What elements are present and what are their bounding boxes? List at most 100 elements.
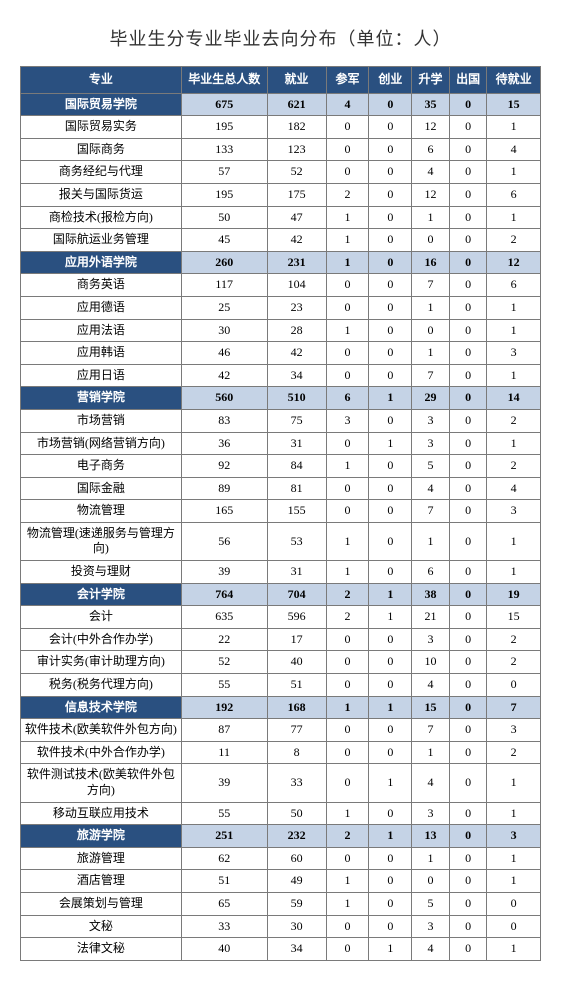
- table-cell: 1: [487, 938, 541, 961]
- table-cell: 0: [449, 741, 487, 764]
- table-cell: 1: [487, 802, 541, 825]
- table-cell: 0: [369, 719, 412, 742]
- table-cell: 物流管理: [21, 500, 182, 523]
- table-cell: 1: [487, 764, 541, 802]
- table-cell: 22: [181, 628, 267, 651]
- table-cell: 51: [181, 870, 267, 893]
- table-cell: 1: [412, 342, 450, 365]
- table-cell: 6: [412, 138, 450, 161]
- table-cell: 1: [326, 870, 369, 893]
- table-row: 应用德语252300101: [21, 296, 541, 319]
- table-cell: 89: [181, 477, 267, 500]
- table-row: 旅游学院251232211303: [21, 825, 541, 848]
- table-cell: 38: [412, 583, 450, 606]
- table-cell: 0: [449, 719, 487, 742]
- table-cell: 0: [369, 183, 412, 206]
- table-cell: 0: [369, 477, 412, 500]
- table-cell: 4: [487, 477, 541, 500]
- table-row: 投资与理财393110601: [21, 561, 541, 584]
- table-cell: 1: [412, 296, 450, 319]
- table-cell: 3: [326, 409, 369, 432]
- table-cell: 14: [487, 387, 541, 410]
- table-cell: 3: [487, 825, 541, 848]
- table-cell: 1: [369, 825, 412, 848]
- table-cell: 30: [267, 915, 326, 938]
- table-cell: 0: [449, 183, 487, 206]
- table-cell: 1: [326, 319, 369, 342]
- table-cell: 应用德语: [21, 296, 182, 319]
- table-cell: 49: [267, 870, 326, 893]
- table-cell: 国际金融: [21, 477, 182, 500]
- table-cell: 260: [181, 251, 267, 274]
- table-cell: 0: [449, 342, 487, 365]
- table-cell: 0: [326, 674, 369, 697]
- col-header-wait: 待就业: [487, 67, 541, 94]
- table-cell: 0: [369, 116, 412, 139]
- table-cell: 232: [267, 825, 326, 848]
- table-cell: 65: [181, 892, 267, 915]
- table-cell: 1: [326, 455, 369, 478]
- col-header-start: 创业: [369, 67, 412, 94]
- table-cell: 6: [412, 561, 450, 584]
- table-cell: 675: [181, 93, 267, 116]
- table-cell: 84: [267, 455, 326, 478]
- table-cell: 33: [267, 764, 326, 802]
- table-cell: 0: [326, 938, 369, 961]
- table-cell: 16: [412, 251, 450, 274]
- table-cell: 酒店管理: [21, 870, 182, 893]
- table-row: 会计学院7647042138019: [21, 583, 541, 606]
- table-row: 市场营销837530302: [21, 409, 541, 432]
- table-cell: 7: [412, 274, 450, 297]
- table-row: 移动互联应用技术555010301: [21, 802, 541, 825]
- table-cell: 1: [412, 847, 450, 870]
- table-cell: 0: [326, 651, 369, 674]
- table-cell: 0: [369, 802, 412, 825]
- table-cell: 56: [181, 522, 267, 560]
- table-cell: 1: [487, 522, 541, 560]
- table-cell: 34: [267, 938, 326, 961]
- table-cell: 123: [267, 138, 326, 161]
- table-cell: 0: [449, 500, 487, 523]
- table-cell: 0: [449, 583, 487, 606]
- table-cell: 0: [449, 892, 487, 915]
- table-cell: 59: [267, 892, 326, 915]
- table-cell: 3: [412, 915, 450, 938]
- table-cell: 1: [487, 116, 541, 139]
- table-cell: 移动互联应用技术: [21, 802, 182, 825]
- table-cell: 0: [326, 628, 369, 651]
- col-header-out: 出国: [449, 67, 487, 94]
- table-row: 国际贸易实务195182001201: [21, 116, 541, 139]
- table-cell: 12: [412, 183, 450, 206]
- table-cell: 0: [449, 296, 487, 319]
- table-cell: 0: [449, 93, 487, 116]
- table-cell: 560: [181, 387, 267, 410]
- table-cell: 0: [369, 206, 412, 229]
- col-header-army: 参军: [326, 67, 369, 94]
- table-cell: 1: [369, 696, 412, 719]
- table-row: 应用韩语464200103: [21, 342, 541, 365]
- table-cell: 2: [326, 183, 369, 206]
- table-cell: 1: [369, 764, 412, 802]
- table-cell: 51: [267, 674, 326, 697]
- table-cell: 621: [267, 93, 326, 116]
- table-cell: 法律文秘: [21, 938, 182, 961]
- table-cell: 0: [369, 229, 412, 252]
- table-cell: 40: [267, 651, 326, 674]
- table-cell: 50: [267, 802, 326, 825]
- table-cell: 15: [412, 696, 450, 719]
- table-cell: 55: [181, 802, 267, 825]
- table-cell: 10: [412, 651, 450, 674]
- table-cell: 0: [369, 628, 412, 651]
- table-cell: 0: [369, 674, 412, 697]
- table-cell: 国际航运业务管理: [21, 229, 182, 252]
- table-cell: 0: [369, 561, 412, 584]
- table-row: 软件技术(欧美软件外包方向)877700703: [21, 719, 541, 742]
- table-cell: 0: [369, 251, 412, 274]
- table-cell: 0: [449, 251, 487, 274]
- table-cell: 国际贸易实务: [21, 116, 182, 139]
- table-cell: 会展策划与管理: [21, 892, 182, 915]
- table-cell: 0: [326, 477, 369, 500]
- table-cell: 53: [267, 522, 326, 560]
- table-cell: 2: [487, 628, 541, 651]
- table-row: 审计实务(审计助理方向)5240001002: [21, 651, 541, 674]
